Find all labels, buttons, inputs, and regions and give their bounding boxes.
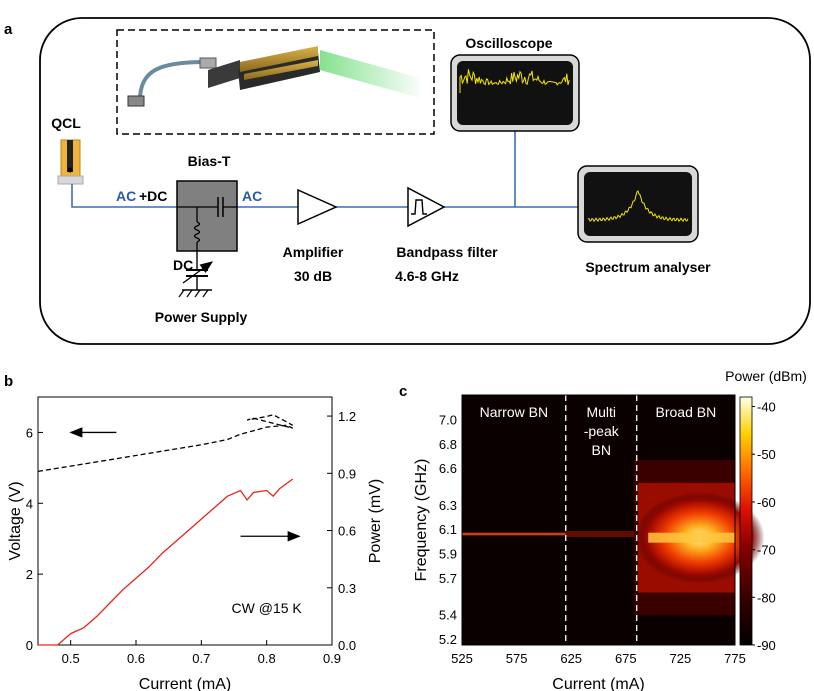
oscilloscope-icon xyxy=(450,54,580,132)
x-tick-label: 0.8 xyxy=(258,651,276,666)
power-supply-label: Power Supply xyxy=(155,309,248,325)
ac-output-text: AC xyxy=(242,188,262,204)
y2-tick-label: 1.2 xyxy=(338,409,356,424)
qcl-device-icon xyxy=(57,139,84,185)
y-tick-label: 6.1 xyxy=(439,522,457,537)
y-tick-label: 4 xyxy=(26,496,33,511)
y2-axis-label: Power (mV) xyxy=(367,479,384,563)
spectrum-analyser-label: Spectrum analyser xyxy=(585,259,711,275)
y-tick-label: 5.7 xyxy=(439,571,457,586)
signal-wires xyxy=(71,131,578,208)
y2-tick-label: 0.0 xyxy=(338,638,356,653)
ground-icon xyxy=(178,289,212,298)
x-tick-label: 525 xyxy=(451,651,473,666)
bias-t-icon xyxy=(176,180,238,252)
plot-frame xyxy=(461,394,736,646)
x-tick-label: 0.6 xyxy=(127,651,145,666)
region-label: -peak xyxy=(584,423,620,439)
y-tick-label: 6.3 xyxy=(439,498,457,513)
plot-frame xyxy=(37,396,333,646)
bias-t-label: Bias-T xyxy=(188,153,231,169)
x-tick-label: 575 xyxy=(506,651,528,666)
x-axis-label: Current (mA) xyxy=(139,676,231,691)
amplifier-icon xyxy=(297,188,338,226)
device-inset-box xyxy=(116,29,435,135)
region-label: Multi xyxy=(586,404,616,420)
panel-b-letter: b xyxy=(4,373,13,390)
x-tick-label: 675 xyxy=(615,651,637,666)
panel-c-letter: c xyxy=(399,383,407,400)
oscilloscope-label: Oscilloscope xyxy=(465,35,552,51)
y-tick-label: 6.6 xyxy=(439,461,457,476)
region-label: Narrow BN xyxy=(480,404,548,420)
broad-band-peak xyxy=(648,532,735,543)
colorbar-tick-label: -90 xyxy=(757,638,776,653)
amplifier-gain: 30 dB xyxy=(294,268,332,284)
power-curve xyxy=(38,478,294,646)
colorbar xyxy=(739,396,753,646)
bandpass-filter-icon xyxy=(407,186,446,228)
region-label: BN xyxy=(592,442,611,458)
y2-tick-label: 0.6 xyxy=(338,524,356,539)
x-tick-label: 725 xyxy=(670,651,692,666)
colorbar-tick-label: -80 xyxy=(757,590,776,605)
panel-a-frame xyxy=(39,17,811,345)
y-tick-label: 6.8 xyxy=(439,437,457,452)
colorbar-tick-label: -60 xyxy=(757,495,776,510)
variable-capacitor-icon xyxy=(182,251,214,290)
y-tick-label: 5.2 xyxy=(439,632,457,647)
x-axis-label: Current (mA) xyxy=(552,676,644,691)
panel-a-letter: a xyxy=(4,21,13,38)
region-label: Broad BN xyxy=(656,404,717,420)
y2-tick-label: 0.9 xyxy=(338,466,356,481)
colorbar-tick-label: -50 xyxy=(757,447,776,462)
x-tick-label: 625 xyxy=(560,651,582,666)
dc-label: DC xyxy=(173,257,193,273)
y-axis-label: Frequency (GHz) xyxy=(413,459,430,582)
y-tick-label: 6 xyxy=(26,425,33,440)
acdc-ac-text: AC xyxy=(116,188,136,204)
bandpass-label: Bandpass filter xyxy=(396,244,498,260)
x-tick-label: 0.7 xyxy=(192,651,210,666)
y-tick-label: 5.4 xyxy=(439,608,457,623)
y-tick-label: 5.9 xyxy=(439,547,457,562)
colorbar-tick-label: -40 xyxy=(757,400,776,415)
voltage-curve xyxy=(37,414,294,473)
chart-b: 0.5 0.6 0.7 0.8 0.9 0 2 4 6 0.0 0.3 0.6 0.9 1.2 Curren… xyxy=(7,396,384,691)
spectrum-analyser-icon xyxy=(577,165,699,243)
qcl-photo-icon xyxy=(127,46,420,107)
chart-c: Narrow BN Multi -peak BN Broad BN 525 575 625 67… xyxy=(413,368,807,691)
x-tick-label: 0.9 xyxy=(323,651,341,666)
bandpass-range: 4.6-8 GHz xyxy=(395,268,459,284)
y-tick-label: 7.0 xyxy=(439,412,457,427)
qcl-label: QCL xyxy=(51,115,81,131)
y2-tick-label: 0.3 xyxy=(338,581,356,596)
x-tick-label: 0.5 xyxy=(62,651,80,666)
y-tick-label: 0 xyxy=(26,638,33,653)
y-axis-label: Voltage (V) xyxy=(7,481,24,560)
colorbar-label: Power (dBm) xyxy=(725,368,807,384)
amplifier-label: Amplifier xyxy=(283,244,344,260)
chart-annotation: CW @15 K xyxy=(232,600,303,616)
acdc-dc-text: +DC xyxy=(139,188,167,204)
x-tick-label: 775 xyxy=(724,651,746,666)
y-tick-label: 2 xyxy=(26,567,33,582)
colorbar-tick-label: -70 xyxy=(757,543,776,558)
